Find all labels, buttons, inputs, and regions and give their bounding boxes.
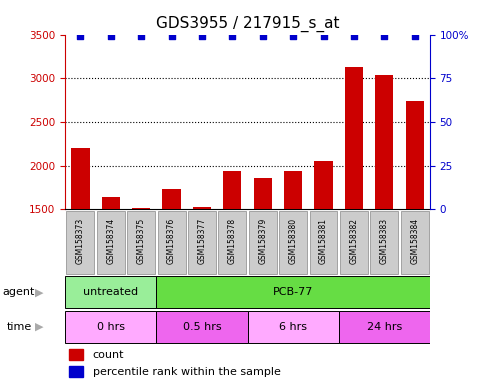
- Bar: [284, 171, 302, 340]
- Text: time: time: [6, 322, 31, 332]
- FancyBboxPatch shape: [156, 276, 430, 308]
- Text: GSM158374: GSM158374: [106, 218, 115, 264]
- FancyBboxPatch shape: [157, 211, 185, 274]
- Text: 24 hrs: 24 hrs: [367, 322, 402, 332]
- Text: GSM158376: GSM158376: [167, 218, 176, 264]
- Point: [350, 33, 358, 40]
- Text: untreated: untreated: [83, 287, 138, 297]
- FancyBboxPatch shape: [218, 211, 246, 274]
- Bar: [223, 171, 242, 340]
- FancyBboxPatch shape: [156, 311, 248, 343]
- Bar: [345, 67, 363, 340]
- Bar: [102, 197, 120, 340]
- FancyBboxPatch shape: [370, 211, 398, 274]
- Point: [381, 33, 388, 40]
- Text: GSM158379: GSM158379: [258, 218, 267, 264]
- Point: [137, 33, 145, 40]
- FancyBboxPatch shape: [340, 211, 368, 274]
- Bar: [69, 349, 84, 360]
- Point: [198, 33, 206, 40]
- FancyBboxPatch shape: [310, 211, 338, 274]
- FancyBboxPatch shape: [65, 276, 156, 308]
- Text: count: count: [93, 349, 124, 359]
- Text: GSM158378: GSM158378: [228, 218, 237, 264]
- Bar: [162, 189, 181, 340]
- Text: ▶: ▶: [35, 322, 44, 332]
- Text: GSM158380: GSM158380: [289, 218, 298, 264]
- Title: GDS3955 / 217915_s_at: GDS3955 / 217915_s_at: [156, 16, 339, 32]
- FancyBboxPatch shape: [127, 211, 155, 274]
- Point: [107, 33, 114, 40]
- Point: [320, 33, 327, 40]
- Text: 6 hrs: 6 hrs: [279, 322, 307, 332]
- Point: [259, 33, 267, 40]
- FancyBboxPatch shape: [65, 311, 156, 343]
- Text: GSM158382: GSM158382: [349, 218, 358, 264]
- Text: PCB-77: PCB-77: [273, 287, 313, 297]
- Text: percentile rank within the sample: percentile rank within the sample: [93, 367, 281, 377]
- Bar: [71, 148, 89, 340]
- Bar: [69, 366, 84, 377]
- Bar: [375, 75, 394, 340]
- Point: [228, 33, 236, 40]
- FancyBboxPatch shape: [249, 211, 277, 274]
- Bar: [406, 101, 424, 340]
- Text: ▶: ▶: [35, 287, 44, 297]
- FancyBboxPatch shape: [339, 311, 430, 343]
- Bar: [314, 161, 333, 340]
- Text: GSM158375: GSM158375: [137, 218, 146, 264]
- Bar: [254, 178, 272, 340]
- FancyBboxPatch shape: [248, 311, 339, 343]
- Point: [76, 33, 84, 40]
- Text: GSM158384: GSM158384: [410, 218, 419, 264]
- Point: [168, 33, 175, 40]
- FancyBboxPatch shape: [97, 211, 125, 274]
- Text: GSM158377: GSM158377: [198, 218, 206, 264]
- Text: GSM158381: GSM158381: [319, 218, 328, 264]
- Text: 0 hrs: 0 hrs: [97, 322, 125, 332]
- Text: 0.5 hrs: 0.5 hrs: [183, 322, 221, 332]
- Point: [289, 33, 297, 40]
- Bar: [132, 209, 150, 340]
- FancyBboxPatch shape: [279, 211, 307, 274]
- Point: [411, 33, 419, 40]
- Bar: [193, 207, 211, 340]
- FancyBboxPatch shape: [188, 211, 216, 274]
- FancyBboxPatch shape: [67, 211, 94, 274]
- Text: GSM158373: GSM158373: [76, 218, 85, 264]
- Text: GSM158383: GSM158383: [380, 218, 389, 264]
- FancyBboxPatch shape: [401, 211, 428, 274]
- Text: agent: agent: [2, 287, 35, 297]
